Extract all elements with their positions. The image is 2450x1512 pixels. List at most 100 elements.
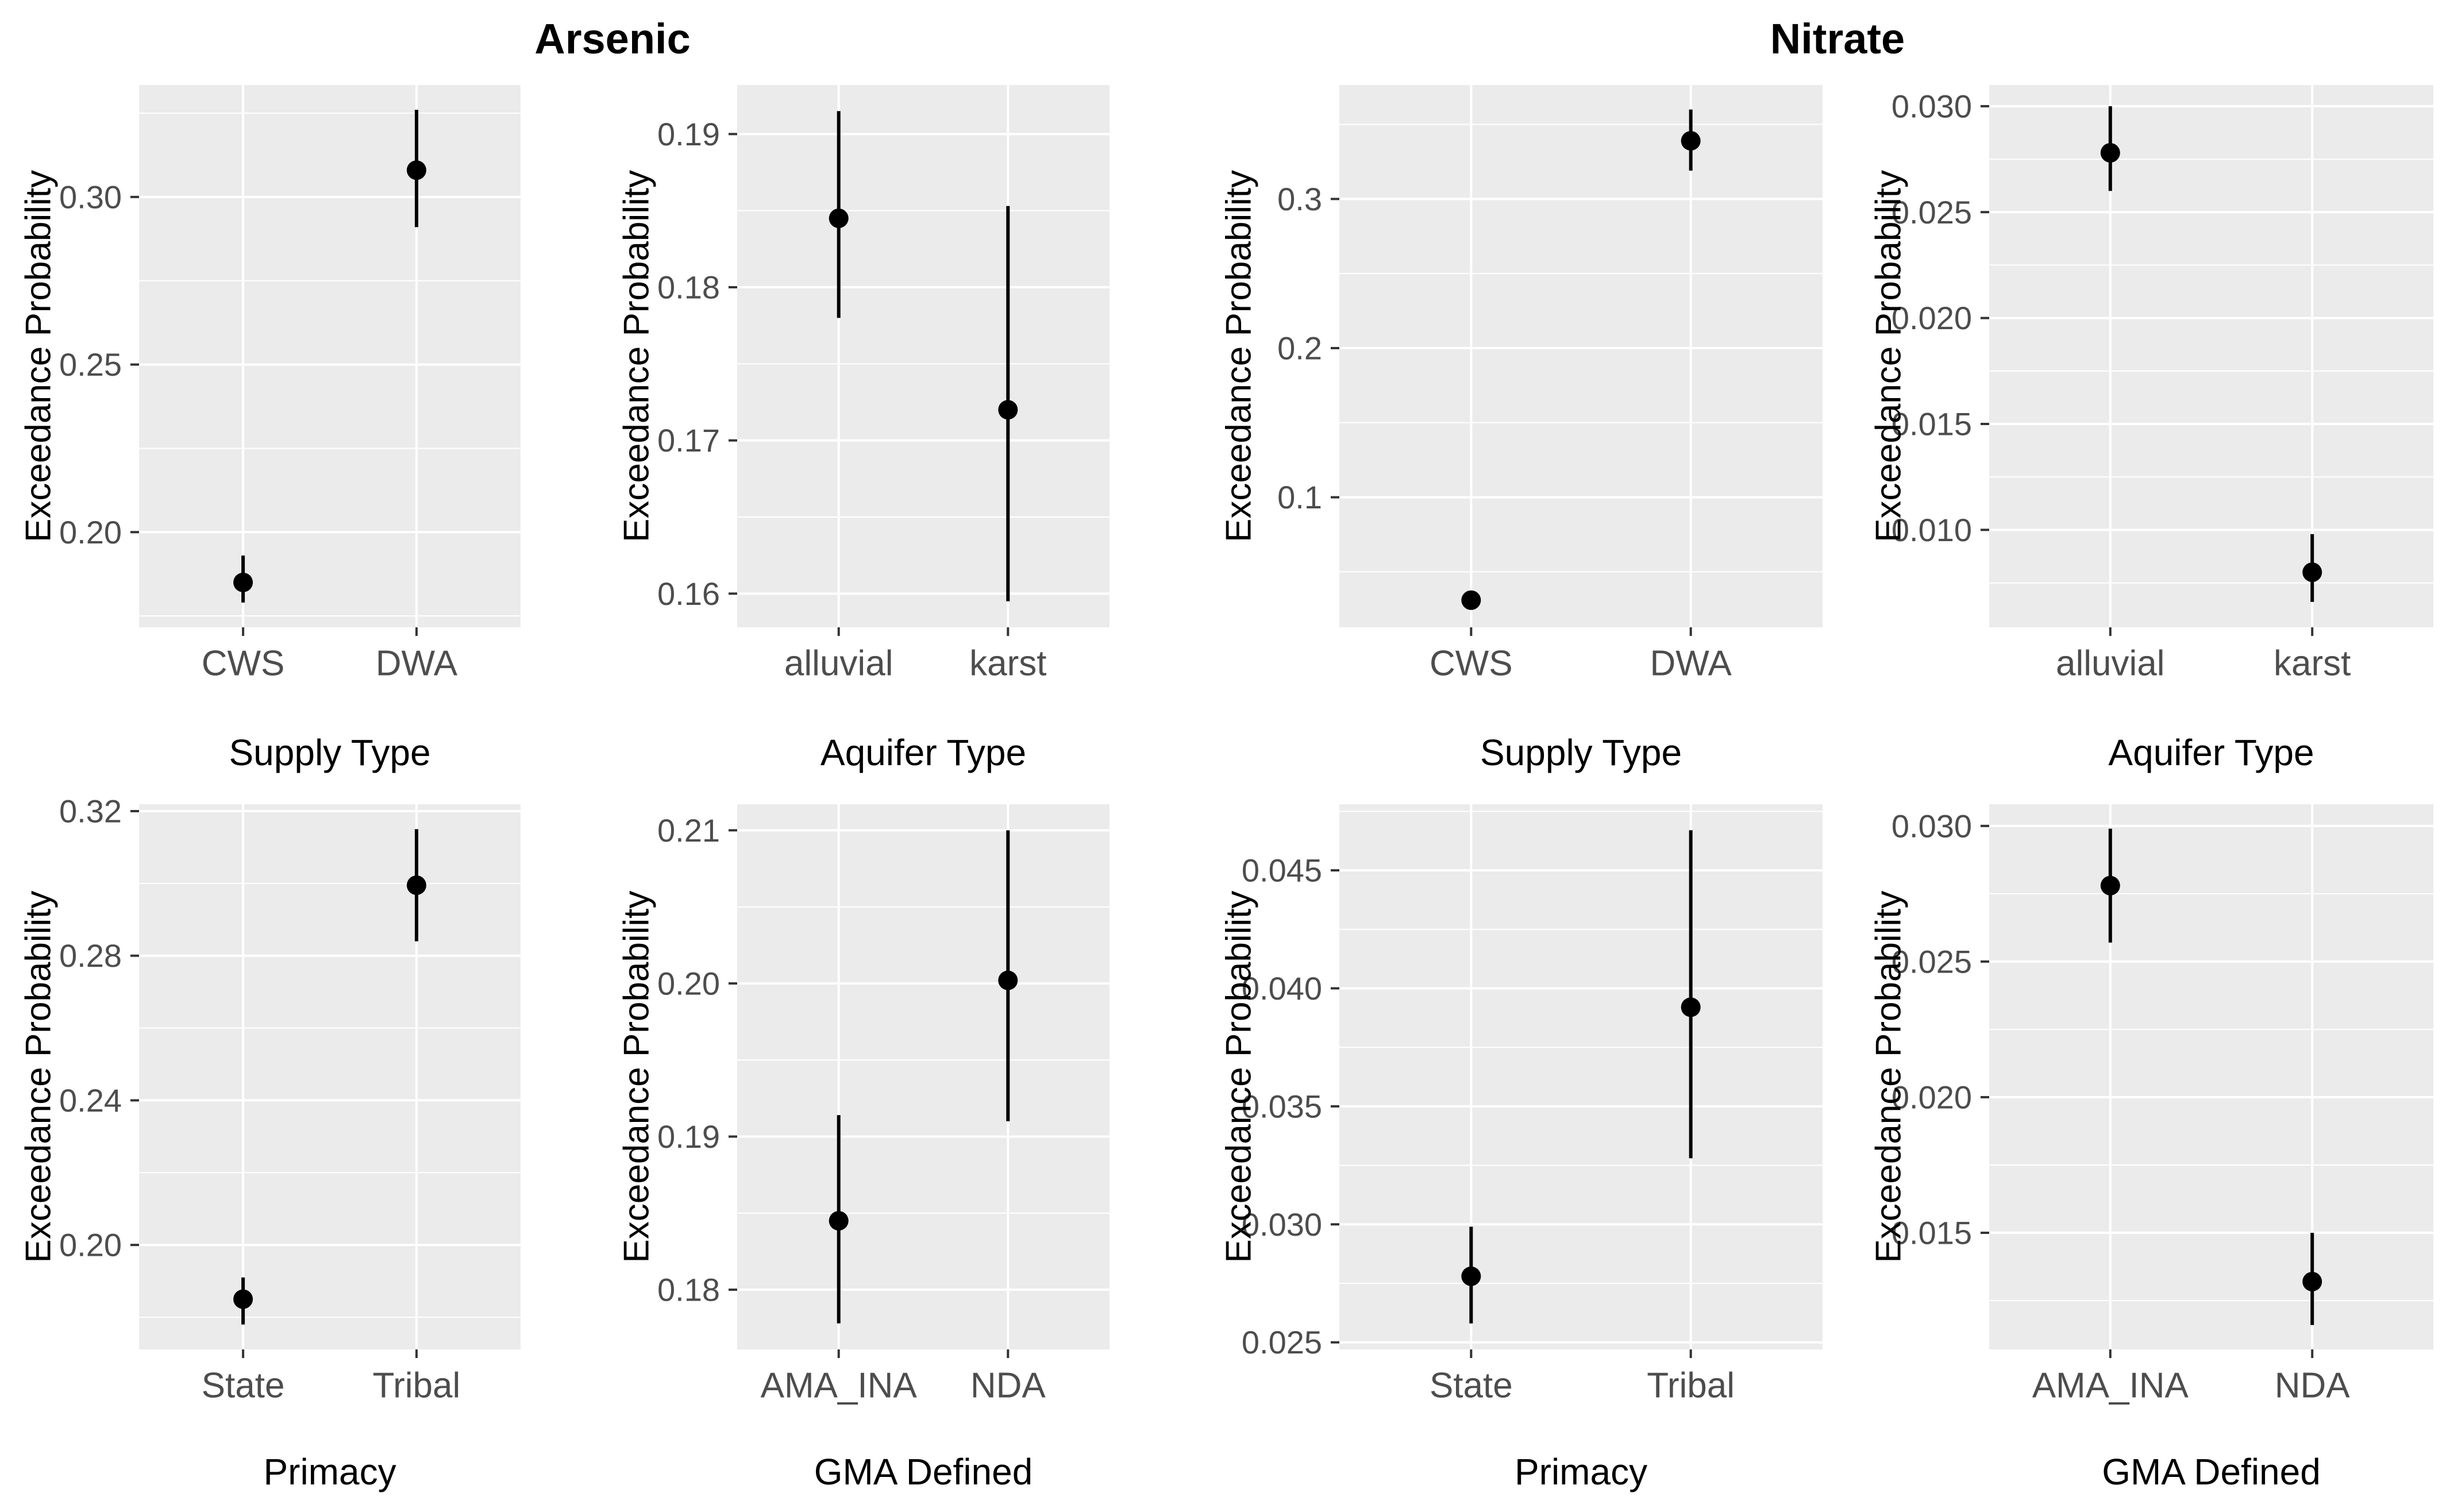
y-axis-title: Exceedance Probability [1869, 891, 1909, 1263]
x-axis-title: Primacy [263, 1451, 396, 1492]
data-point [998, 400, 1018, 420]
y-axis-title: Exceedance Probability [19, 170, 59, 542]
x-tick-label: DWA [1650, 644, 1732, 684]
x-tick-label: Tribal [373, 1366, 461, 1406]
x-axis-title: Aquifer Type [2108, 732, 2314, 773]
plot-arsenic-primacy: 0.20 0.24 0.28 0.32 State Tribal Primacy Exceed… [0, 781, 612, 1512]
panel-background [1989, 85, 2433, 627]
y-tick-label: 0.020 [1892, 1079, 1972, 1115]
panel-background [1989, 804, 2433, 1349]
x-tick-label: State [1430, 1366, 1513, 1406]
x-axis-title: Primacy [1515, 1451, 1647, 1492]
y-tick-label: 0.19 [657, 1118, 720, 1155]
plot-arsenic-gma-defined: 0.18 0.19 0.20 0.21 AMA_INA NDA GMA Defined Exc… [612, 781, 1225, 1512]
y-tick-label: 0.18 [657, 269, 720, 306]
y-tick-label: 0.030 [1892, 808, 1972, 844]
x-tick-label: karst [2274, 644, 2351, 684]
data-point [829, 209, 849, 228]
x-tick-label: State [202, 1366, 285, 1406]
y-tick-label: 0.21 [657, 812, 720, 848]
data-point [406, 875, 426, 895]
panel-background [1339, 804, 1823, 1349]
y-tick-label: 0.015 [1892, 406, 1972, 442]
y-axis-title: Exceedance Probability [19, 891, 59, 1263]
panel-background [737, 804, 1110, 1349]
panel-background [1339, 85, 1823, 627]
y-tick-label: 0.30 [59, 179, 122, 215]
data-point [1461, 1266, 1481, 1286]
y-tick-label: 0.17 [657, 422, 720, 458]
y-tick-label: 0.1 [1277, 479, 1322, 515]
chart-canvas: 0.010 0.015 0.020 0.025 0.030 alluvial karst Aq… [1869, 85, 2433, 773]
x-axis-title: GMA Defined [814, 1451, 1033, 1492]
y-tick-label: 0.32 [59, 793, 122, 829]
x-axis-title: Supply Type [1480, 732, 1682, 773]
y-axis-title: Exceedance Probability [617, 170, 657, 542]
x-tick-label: Tribal [1647, 1366, 1735, 1406]
y-tick-label: 0.020 [1892, 300, 1972, 336]
plot-nitrate-primacy: 0.025 0.030 0.035 0.040 0.045 State Tribal Prim… [1225, 781, 1838, 1512]
y-tick-label: 0.28 [59, 938, 122, 974]
data-point [1681, 997, 1701, 1017]
chart-canvas: 0.16 0.17 0.18 0.19 alluvial karst Aquifer Typ… [617, 85, 1110, 773]
y-tick-label: 0.025 [1892, 943, 1972, 979]
chart-canvas: 0.20 0.24 0.28 0.32 State Tribal Primacy Exceed… [19, 793, 521, 1492]
x-tick-label: AMA_INA [761, 1366, 918, 1406]
x-tick-label: alluvial [2056, 644, 2165, 684]
y-tick-label: 0.2 [1277, 330, 1322, 366]
chart-canvas: 0.1 0.2 0.3 CWS DWA Supply Type Exceedance Pro… [1225, 85, 1823, 773]
panel-background [737, 85, 1110, 627]
chart-canvas: 0.18 0.19 0.20 0.21 AMA_INA NDA GMA Defined Exc… [617, 804, 1110, 1492]
y-axis-title: Exceedance Probability [1225, 891, 1259, 1263]
y-tick-label: 0.035 [1242, 1088, 1322, 1124]
plot-arsenic-aquifer-type: 0.16 0.17 0.18 0.19 alluvial karst Aquifer Typ… [612, 63, 1225, 781]
chart-canvas: 0.20 0.25 0.30 CWS DWA Supply Type Exceedance … [19, 85, 521, 773]
y-axis-title: Exceedance Probability [617, 891, 657, 1263]
data-point [2302, 562, 2322, 583]
y-tick-label: 0.040 [1242, 970, 1322, 1006]
y-tick-label: 0.25 [59, 346, 122, 383]
data-point [2100, 143, 2120, 163]
y-axis-title: Exceedance Probability [1869, 170, 1909, 542]
x-tick-label: DWA [376, 644, 458, 684]
y-tick-label: 0.20 [59, 514, 122, 550]
x-tick-label: CWS [202, 644, 285, 684]
plot-arsenic-supply-type: 0.20 0.25 0.30 CWS DWA Supply Type Exceedance … [0, 63, 612, 781]
chart-canvas: 0.015 0.020 0.025 0.030 AMA_INA NDA GMA Define… [1869, 804, 2433, 1492]
chart-canvas: 0.025 0.030 0.035 0.040 0.045 State Tribal Prim… [1225, 804, 1823, 1492]
plot-nitrate-aquifer-type: 0.010 0.015 0.020 0.025 0.030 alluvial karst Aq… [1838, 63, 2450, 781]
x-tick-label: alluvial [784, 644, 893, 684]
y-tick-label: 0.045 [1242, 853, 1322, 889]
x-tick-label: AMA_INA [2032, 1366, 2189, 1406]
plot-nitrate-gma-defined: 0.015 0.020 0.025 0.030 AMA_INA NDA GMA Define… [1838, 781, 2450, 1512]
y-axis-title: Exceedance Probability [1225, 170, 1259, 542]
y-tick-label: 0.030 [1892, 88, 1972, 124]
y-tick-label: 0.24 [59, 1082, 122, 1118]
y-tick-label: 0.18 [657, 1272, 720, 1308]
data-point [1461, 590, 1481, 610]
y-tick-label: 0.015 [1892, 1214, 1972, 1251]
x-tick-label: NDA [2275, 1366, 2351, 1406]
x-tick-label: karst [969, 644, 1046, 684]
x-axis-title: Aquifer Type [820, 732, 1026, 773]
y-tick-label: 0.3 [1277, 181, 1322, 217]
y-tick-label: 0.030 [1242, 1206, 1322, 1243]
chart-group-title-nitrate: Nitrate [1770, 15, 1905, 63]
y-tick-label: 0.20 [59, 1227, 122, 1263]
y-tick-label: 0.19 [657, 116, 720, 152]
chart-group-title-arsenic: Arsenic [534, 15, 691, 63]
y-tick-label: 0.025 [1892, 194, 1972, 230]
data-point [829, 1211, 849, 1231]
y-tick-label: 0.16 [657, 576, 720, 612]
x-axis-title: Supply Type [229, 732, 430, 773]
data-point [2302, 1271, 2322, 1291]
y-tick-label: 0.025 [1242, 1324, 1322, 1360]
y-tick-label: 0.20 [657, 965, 720, 1001]
data-point [233, 1289, 253, 1309]
data-point [233, 572, 253, 592]
panel-background [139, 85, 521, 627]
x-tick-label: CWS [1430, 644, 1513, 684]
x-tick-label: NDA [970, 1366, 1046, 1406]
data-point [2100, 875, 2120, 896]
